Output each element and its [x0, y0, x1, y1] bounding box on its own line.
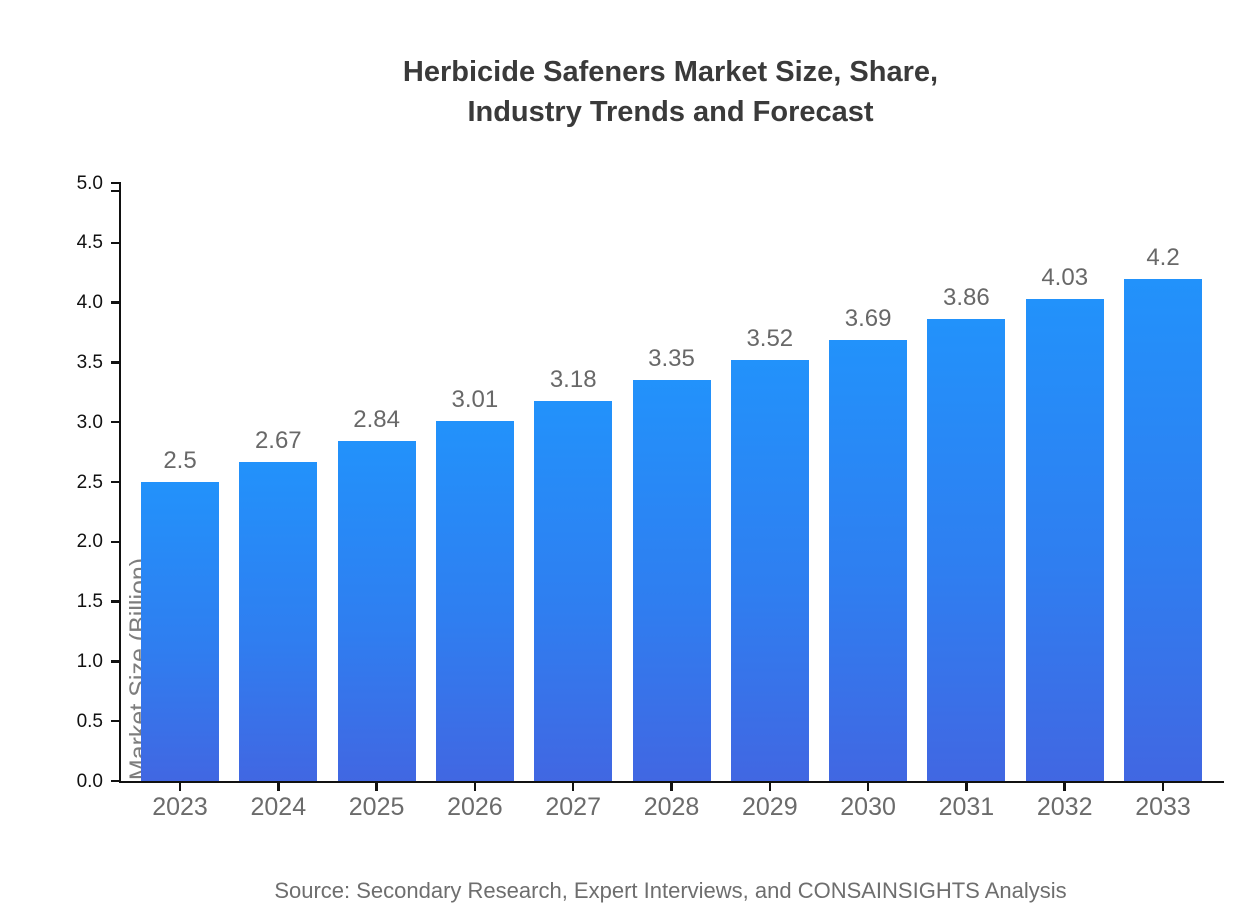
x-axis-tick [375, 781, 378, 791]
source-note: Source: Secondary Research, Expert Inter… [274, 878, 1067, 903]
x-axis-tick [1161, 781, 1165, 791]
x-axis-tick-label: 2033 [1135, 793, 1191, 821]
bar-2026 [435, 421, 514, 781]
bar-2029 [730, 360, 809, 781]
bar-2027 [534, 400, 613, 781]
x-axis-tick-label: 2024 [250, 793, 307, 821]
bar-value-label: 4.2 [1146, 243, 1180, 271]
y-axis-tick [111, 480, 121, 484]
y-axis-tick-label: 1.0 [76, 650, 103, 672]
y-axis-top-extra-tick [111, 189, 121, 192]
bar-value-label: 3.86 [943, 284, 990, 312]
x-axis-tick-label: 2029 [741, 793, 798, 821]
bar-value-label: 2.67 [254, 426, 302, 454]
y-axis-tick-label: 3.5 [76, 351, 103, 373]
y-axis-tick-label: 5.0 [76, 172, 103, 194]
bar-value-label: 3.52 [746, 325, 794, 353]
y-axis-tick [111, 241, 121, 245]
x-axis-tick [178, 781, 182, 791]
y-axis-tick [111, 719, 121, 723]
x-axis-tick [571, 781, 575, 791]
bar-2031 [927, 319, 1006, 781]
bar-value-label: 3.18 [549, 365, 597, 393]
x-axis-tick-label: 2026 [447, 793, 503, 821]
y-axis-tick-label: 1.5 [76, 591, 103, 613]
bar-2030 [829, 339, 908, 781]
x-axis-tick [1063, 781, 1066, 791]
y-axis-tick-label: 0.5 [76, 710, 103, 732]
x-axis-tick [866, 781, 870, 791]
y-axis-tick [111, 779, 121, 783]
chart-title: Herbicide Safeners Market Size, Share, I… [119, 52, 1222, 132]
x-axis-tick-label: 2023 [152, 793, 208, 821]
x-axis-tick-label: 2025 [348, 793, 405, 821]
x-axis-tick-label: 2031 [938, 793, 995, 821]
y-axis-tick [111, 540, 121, 544]
bar-value-label: 2.5 [163, 447, 197, 474]
y-axis-tick [111, 660, 121, 663]
y-axis-tick-label: 0.0 [76, 770, 103, 792]
x-axis-tick [670, 781, 673, 791]
plot-area: Market Size (Billion) 2.5 2023 2.67 2024 2.8… [77, 174, 1224, 821]
bar-2023 [141, 482, 219, 781]
bar-2025 [337, 441, 416, 781]
x-axis-tick [768, 781, 772, 791]
bar-2033 [1124, 278, 1202, 781]
y-axis-tick-label: 3.0 [76, 411, 103, 433]
x-axis-tick-label: 2027 [545, 793, 601, 821]
x-axis-tick [277, 781, 280, 791]
chart-title-line-1: Herbicide Safeners Market Size, Share, [402, 56, 939, 88]
y-axis-tick [111, 181, 121, 185]
x-axis-tick-label: 2028 [643, 793, 700, 821]
y-axis-tick-label: 2.5 [76, 471, 103, 493]
y-axis-tick [111, 600, 121, 603]
bar-value-label: 3.01 [451, 386, 499, 414]
bar-value-label: 2.84 [353, 406, 400, 434]
chart-title-line-2: Industry Trends and Forecast [467, 96, 874, 128]
bar-2028 [632, 380, 711, 781]
bar-value-label: 3.69 [844, 304, 892, 332]
y-axis-tick [111, 361, 121, 364]
x-axis-tick [473, 781, 477, 791]
y-axis-tick [111, 420, 121, 424]
bar-value-label: 4.03 [1041, 264, 1089, 292]
y-axis-tick-label: 2.0 [76, 531, 103, 553]
x-axis-tick [965, 781, 968, 791]
x-axis-tick-label: 2030 [840, 793, 896, 821]
bar-2032 [1025, 299, 1104, 781]
bar-2024 [239, 461, 318, 781]
y-axis-tick-label: 4.5 [76, 232, 103, 254]
y-axis-tick [111, 301, 121, 304]
y-axis-tick-label: 4.0 [76, 292, 103, 314]
bar-value-label: 3.35 [648, 345, 695, 373]
x-axis-tick-label: 2032 [1036, 793, 1093, 821]
